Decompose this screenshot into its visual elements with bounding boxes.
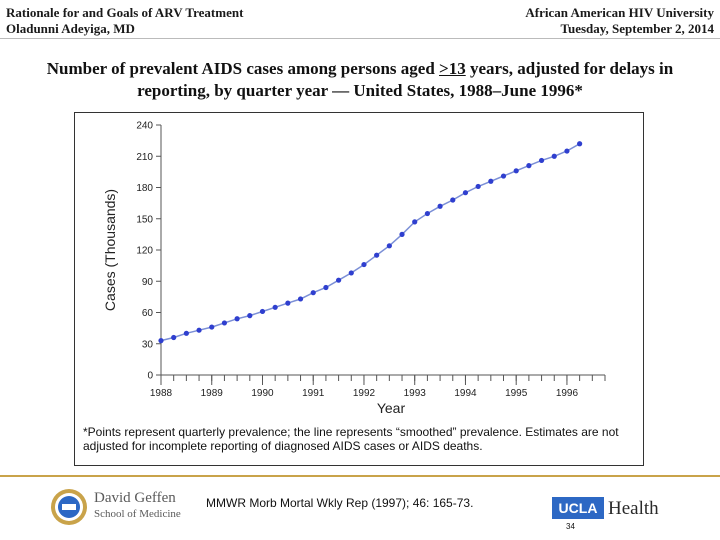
- quarterly-prevalence-point: [310, 290, 316, 296]
- quarterly-prevalence-point: [297, 296, 304, 302]
- citation: MMWR Morb Mortal Wkly Rep (1997); 46: 16…: [206, 496, 474, 510]
- quarterly-prevalence-point: [399, 231, 405, 237]
- quarterly-prevalence-point: [323, 284, 329, 291]
- quarterly-prevalence-point: [183, 330, 189, 336]
- event-name: African American HIV University: [525, 5, 714, 20]
- quarterly-prevalence-point: [577, 141, 583, 147]
- x-axis-label: Year: [377, 400, 406, 416]
- y-tick-label: 0: [147, 371, 153, 382]
- x-tick-label: 1993: [404, 388, 427, 399]
- quarterly-prevalence-point: [374, 252, 380, 258]
- quarterly-prevalence-point: [158, 338, 164, 344]
- header-right: African American HIV University Tuesday,…: [525, 5, 714, 37]
- quarterly-prevalence-point: [361, 261, 367, 268]
- slide-title: Number of prevalent AIDS cases among per…: [30, 58, 690, 102]
- y-axis-label: Cases (Thousands): [102, 189, 118, 311]
- quarterly-prevalence-point: [538, 157, 545, 164]
- geffen-logo: David Geffen School of Medicine: [50, 488, 190, 528]
- chart-panel: 0 30 60 90 120 150 180 210 240 1988 1989 1990 1991 19…: [74, 112, 644, 466]
- geffen-logo-line1: David Geffen: [94, 490, 176, 506]
- y-tick-label: 240: [136, 121, 153, 132]
- x-tick-label: 1994: [454, 388, 477, 399]
- slide-title-age: >13: [439, 59, 466, 78]
- event-date: Tuesday, September 2, 2014: [560, 21, 715, 36]
- quarterly-prevalence-point: [462, 190, 469, 196]
- y-tick-label: 30: [142, 339, 154, 350]
- quarterly-prevalence-point: [348, 270, 354, 276]
- y-tick-label: 90: [142, 277, 154, 288]
- quarterly-prevalence-point: [500, 173, 507, 179]
- y-tick-label: 210: [136, 152, 153, 163]
- x-tick-label: 1988: [150, 388, 173, 399]
- quarterly-prevalence-point: [171, 334, 177, 341]
- quarterly-prevalence-point: [247, 313, 253, 319]
- footer-divider: [0, 475, 720, 477]
- presenter-name: Oladunni Adeyiga, MD: [6, 21, 135, 36]
- quarterly-prevalence-point: [209, 324, 215, 330]
- x-tick-label: 1990: [251, 388, 274, 399]
- prevalence-chart: 0 30 60 90 120 150 180 210 240 1988 1989 1990 1991 19…: [102, 121, 606, 416]
- health-logo-word: Health: [608, 498, 659, 519]
- quarterly-prevalence-point: [437, 203, 443, 209]
- quarterly-prevalence-point: [386, 243, 392, 249]
- ucla-seal-icon: [51, 489, 87, 525]
- smoothed-prevalence-line: [160, 143, 580, 342]
- header-divider: [0, 38, 720, 39]
- quarterly-prevalence-point: [551, 153, 557, 159]
- quarterly-prevalence-point: [259, 308, 266, 315]
- page-number: 34: [566, 522, 575, 531]
- quarterly-prevalence-point: [272, 304, 278, 310]
- header-left: Rationale for and Goals of ARV Treatment…: [6, 5, 243, 37]
- geffen-logo-line2: School of Medicine: [94, 508, 181, 520]
- chart-footnote: *Points represent quarterly prevalence; …: [83, 425, 619, 453]
- slide-title-pre: Number of prevalent AIDS cases among per…: [46, 59, 440, 78]
- quarterly-prevalence-point: [285, 300, 291, 306]
- quarterly-prevalence-point: [450, 197, 456, 203]
- x-tick-label: 1989: [201, 388, 224, 399]
- ucla-logo-box: UCLA: [552, 497, 604, 519]
- quarterly-prevalence-point: [513, 168, 519, 174]
- y-tick-label: 60: [142, 308, 154, 319]
- quarterly-prevalence-point: [196, 327, 202, 333]
- quarterly-prevalence-point: [526, 163, 532, 169]
- x-tick-label: 1995: [505, 388, 528, 399]
- x-tick-label: 1996: [556, 388, 579, 399]
- quarterly-prevalence-point: [475, 183, 481, 190]
- quarterly-prevalence-point: [488, 178, 494, 184]
- quarterly-prevalence-point: [221, 320, 228, 326]
- quarterly-prevalence-point: [564, 148, 570, 154]
- quarterly-prevalence-point: [234, 316, 240, 322]
- slide-title-post: years, adjusted for delays in reporting,…: [137, 59, 674, 100]
- quarterly-prevalence-point: [336, 277, 342, 283]
- x-tick-label: 1991: [302, 388, 325, 399]
- y-tick-label: 180: [136, 183, 153, 194]
- presentation-title: Rationale for and Goals of ARV Treatment: [6, 5, 244, 20]
- y-tick-label: 150: [136, 214, 153, 225]
- y-tick-label: 120: [136, 246, 153, 257]
- quarterly-prevalence-point: [424, 210, 430, 217]
- x-tick-label: 1992: [353, 388, 376, 399]
- quarterly-prevalence-point: [412, 219, 418, 225]
